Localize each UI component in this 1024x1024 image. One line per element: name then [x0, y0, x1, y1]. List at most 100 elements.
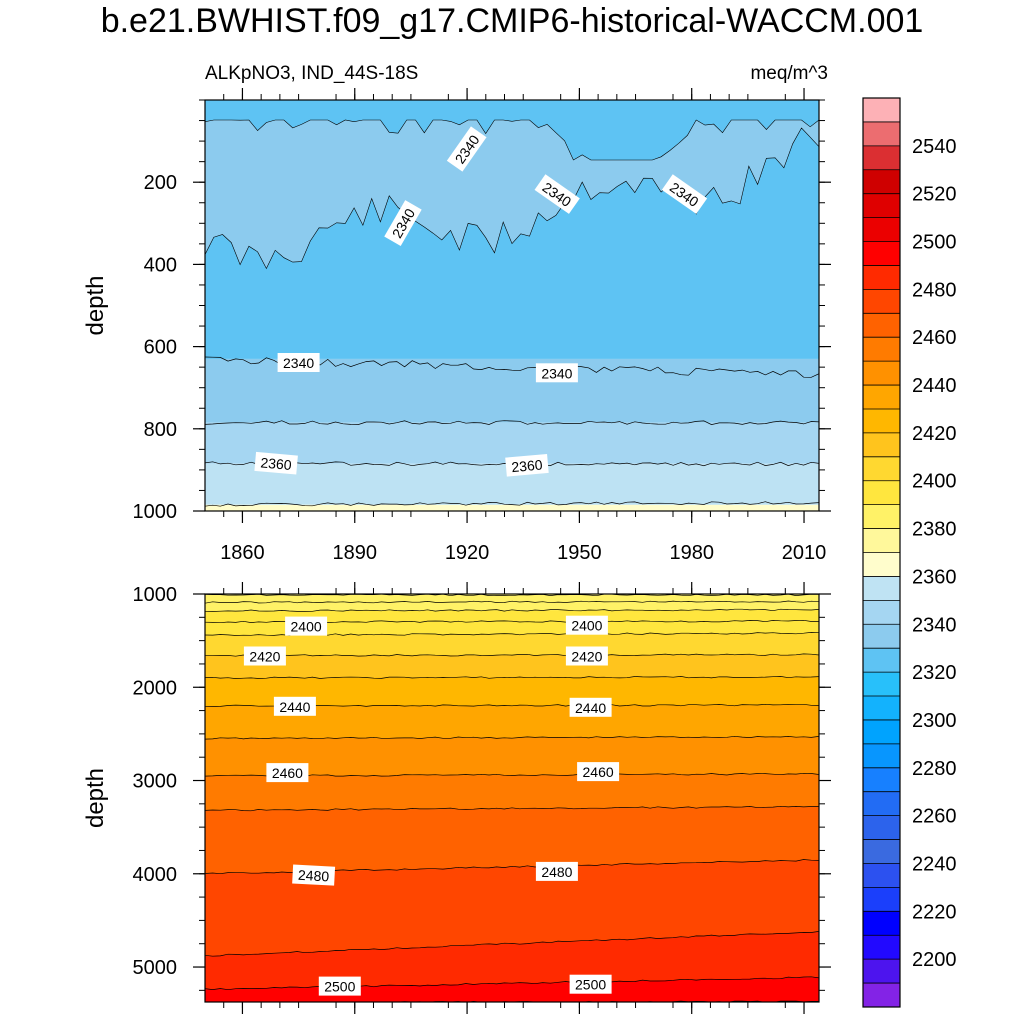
colorbar-label: 2500	[912, 232, 957, 254]
colorbar-swatch	[863, 839, 900, 864]
contour-line-2420	[205, 676, 819, 679]
x-tick-label: 2010	[782, 542, 827, 564]
contour-label-text: 2500	[575, 977, 606, 993]
colorbar-swatch	[863, 313, 900, 338]
x-tick-label: 1860	[220, 542, 265, 564]
y-tick-label: 800	[144, 419, 177, 441]
contour-label: 2400	[565, 615, 608, 635]
colorbar-label: 2440	[912, 375, 957, 397]
colorbar-swatch	[863, 911, 900, 936]
colorbar-label: 2520	[912, 184, 957, 206]
contour-line	[205, 501, 819, 507]
colorbar-swatch	[863, 98, 900, 123]
contour-line	[205, 420, 819, 425]
colorbar-swatch	[863, 121, 900, 147]
colorbar-swatch	[863, 145, 900, 171]
lower-plot-frame	[204, 593, 820, 1003]
contour-label: 2460	[266, 763, 309, 783]
colorbar-swatch	[863, 528, 900, 553]
contour-label: 2420	[243, 646, 286, 666]
colorbar-swatch	[863, 983, 900, 1008]
colorbar-label: 2280	[912, 758, 957, 780]
contour-label-text: 2500	[324, 979, 355, 995]
contour-line-2480	[205, 931, 819, 957]
colorbar-label: 2360	[912, 566, 957, 588]
colorbar-label: 2200	[912, 949, 957, 971]
colorbar-swatch	[863, 385, 900, 410]
contour-line-2380	[205, 594, 819, 597]
colorbar-label: 2260	[912, 806, 957, 828]
contour-label-text: 2440	[575, 700, 606, 716]
x-tick-label: 1920	[445, 542, 490, 564]
x-tick-label: 1890	[333, 542, 378, 564]
units-label: meq/m^3	[750, 63, 828, 84]
colorbar-swatch	[863, 289, 900, 314]
colorbar-swatch	[863, 696, 900, 721]
chart-title: b.e21.BWHIST.f09_g17.CMIP6-historical-WA…	[100, 2, 924, 40]
contour-line-2410	[205, 653, 819, 657]
colorbar-swatch	[863, 791, 900, 816]
colorbar-swatch	[863, 935, 900, 960]
contour-label: 2340	[535, 363, 578, 383]
y-tick-label: 3000	[133, 771, 178, 793]
contour-line-2440	[205, 735, 819, 740]
contour-label-text: 2460	[272, 765, 303, 781]
colorbar-swatch	[863, 624, 900, 649]
contour-line-2460	[205, 805, 819, 812]
colorbar-swatch	[863, 743, 900, 769]
contour-label: 2480	[292, 864, 336, 886]
contour-line-2390	[205, 608, 819, 612]
colorbar-label: 2460	[912, 327, 957, 349]
contour-label: 2440	[569, 697, 612, 717]
colorbar-swatch	[863, 719, 900, 745]
colorbar-swatch	[863, 576, 900, 601]
contour-label-text: 2420	[571, 649, 602, 665]
contour-label-text: 2460	[583, 764, 614, 780]
colorbar-label: 2300	[912, 710, 957, 732]
contour-label-text: 2420	[249, 649, 280, 665]
contour-label-text: 2480	[541, 864, 572, 880]
colorbar-swatch	[863, 863, 900, 888]
colorbar-swatch	[863, 408, 900, 434]
y-tick-label: 1000	[133, 501, 178, 523]
y-tick-label: 2000	[133, 677, 178, 699]
contour-label: 2500	[318, 976, 361, 996]
y-axis-label: depth	[82, 768, 109, 828]
y-tick-label: 400	[144, 254, 177, 276]
colorbar-swatch	[863, 169, 900, 194]
y-tick-label: 200	[144, 172, 177, 194]
band-2350-2360	[205, 422, 819, 464]
colorbar-swatch	[863, 241, 900, 266]
y-tick-label: 1000	[133, 584, 178, 606]
x-tick-label: 1950	[557, 542, 602, 564]
colorbar-swatch	[863, 648, 900, 673]
colorbar-label: 2380	[912, 519, 957, 541]
colorbar-swatch	[863, 767, 900, 793]
contour-label-text: 2360	[260, 454, 293, 473]
contour-label: 2360	[505, 454, 549, 477]
x-tick-label: 1980	[669, 542, 714, 564]
contour-line-2385	[205, 600, 819, 604]
contour-label: 2420	[565, 646, 608, 666]
contour-label-text: 2360	[511, 456, 544, 475]
colorbar-label: 2320	[912, 662, 957, 684]
colorbar-label: 2540	[912, 136, 957, 158]
y-tick-label: 5000	[133, 957, 178, 979]
contour-label-text: 2440	[279, 699, 310, 715]
variable-label: ALKpNO3, IND_44S-18S	[205, 63, 419, 84]
colorbar-swatch	[863, 217, 900, 242]
colorbar-swatch	[863, 193, 900, 218]
colorbar-swatch	[863, 552, 900, 577]
contour-label-text: 2340	[541, 365, 572, 381]
colorbar-swatch	[863, 361, 900, 386]
contour-label: 2340	[277, 353, 320, 372]
contour-line-2490	[205, 976, 819, 991]
colorbar-swatch	[863, 959, 900, 984]
colorbar-frame	[862, 97, 901, 1008]
contour-label: 2480	[535, 861, 578, 881]
contour-label: 2500	[569, 974, 612, 994]
contour-label: 2400	[285, 616, 328, 636]
contour-label-text: 2400	[291, 619, 322, 635]
colorbar-swatch	[863, 432, 900, 458]
